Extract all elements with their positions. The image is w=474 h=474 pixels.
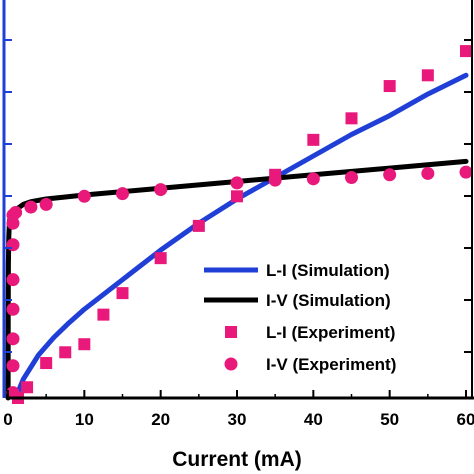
x-axis-title: Current (mA)	[172, 448, 302, 471]
legend: L-I (Simulation) I-V (Simulation) L-I (Exp…	[204, 261, 396, 374]
data-point-circle	[6, 359, 20, 373]
legend-item: L-I (Experiment)	[225, 323, 395, 342]
x-tick-label: 50	[380, 410, 399, 429]
data-point-circle	[383, 168, 397, 182]
series-l-i-simulation	[13, 72, 469, 401]
data-point-circle	[6, 386, 20, 400]
data-point-circle	[421, 166, 435, 180]
data-point-circle	[6, 302, 20, 316]
data-point-circle	[6, 332, 20, 346]
data-point-square	[97, 308, 110, 321]
data-point-square	[21, 381, 34, 394]
legend-label: L-I (Simulation)	[266, 261, 390, 280]
x-tick-label: 60	[457, 410, 474, 429]
data-point-square	[154, 252, 167, 265]
data-point-circle	[345, 170, 358, 184]
data-point-square	[59, 346, 72, 359]
data-point-square	[78, 338, 91, 351]
data-point-square	[192, 219, 205, 232]
series-layer	[5, 45, 473, 404]
legend-label: L-I (Experiment)	[266, 323, 395, 342]
data-point-square	[307, 133, 320, 146]
data-point-circle	[154, 183, 168, 197]
data-point-square	[345, 112, 358, 125]
data-point-square	[231, 190, 243, 203]
data-point-circle	[6, 273, 20, 287]
legend-square-swatch	[225, 326, 237, 338]
data-point-circle	[77, 189, 91, 203]
data-point-circle	[459, 165, 473, 179]
data-point-circle	[306, 172, 320, 186]
data-point-circle	[6, 238, 20, 252]
series-i-v-experiment	[6, 165, 473, 400]
data-point-square	[383, 80, 396, 93]
x-tick-label: 10	[75, 410, 94, 429]
data-point-square	[116, 287, 129, 300]
data-point-circle	[9, 205, 23, 219]
legend-item: I-V (Experiment)	[224, 355, 396, 374]
legend-label: I-V (Simulation)	[266, 291, 391, 310]
legend-label: I-V (Experiment)	[266, 355, 396, 374]
data-point-circle	[39, 197, 53, 211]
x-tick-label: 30	[228, 410, 247, 429]
legend-item: I-V (Simulation)	[204, 291, 391, 310]
data-point-circle	[116, 187, 129, 201]
data-point-square	[460, 45, 472, 58]
axes-layer: 0 10 20 30 40 50 60	[2, 0, 474, 429]
data-point-circle	[268, 173, 282, 187]
series-line	[13, 72, 469, 401]
legend-circle-swatch	[224, 357, 238, 371]
legend-item: L-I (Simulation)	[204, 261, 390, 280]
data-point-square	[421, 69, 434, 82]
data-point-square	[40, 357, 53, 370]
x-tick-label: 0	[3, 410, 12, 429]
x-tick-label: 40	[304, 410, 323, 429]
data-point-circle	[24, 200, 38, 214]
x-tick-label: 20	[151, 410, 170, 429]
series-l-i-experiment	[12, 45, 472, 404]
data-point-circle	[230, 176, 244, 190]
